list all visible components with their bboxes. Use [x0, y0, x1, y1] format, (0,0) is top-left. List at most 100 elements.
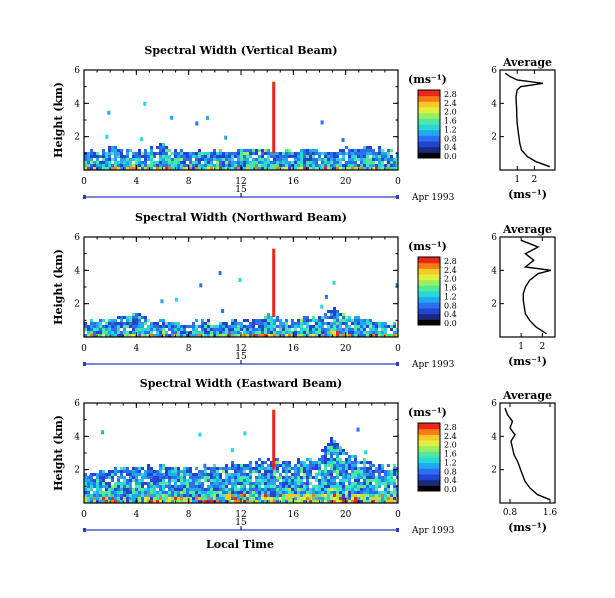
x-tick-label: 20	[340, 510, 352, 520]
average-frame	[499, 69, 556, 171]
x-tick-label: 16	[288, 510, 300, 520]
colorbar-swatch	[418, 285, 440, 292]
colorbar-swatch	[418, 268, 440, 275]
x-tick-label: 0	[81, 510, 87, 520]
colorbar-swatch	[418, 141, 440, 148]
colorbar-tick-label: 0.0	[444, 319, 457, 328]
colorbar-tick-label: 2.0	[444, 441, 457, 450]
bottom-xlabel: Local Time	[206, 538, 274, 551]
colorbar-tick-label: 2.8	[444, 257, 457, 266]
colorbar-unit: (ms⁻¹)	[408, 240, 447, 253]
colorbar-tick-label: 0.4	[444, 143, 457, 152]
colorbar-swatch	[418, 124, 440, 131]
colorbar-swatch	[418, 485, 440, 492]
average-frame	[499, 402, 556, 504]
colorbar-tick-label: 2.0	[444, 108, 457, 117]
y-axis-label: Height (km)	[52, 415, 65, 491]
colorbar-tick-label: 2.4	[444, 99, 457, 108]
colorbar-swatch	[418, 135, 440, 142]
colorbar-swatch	[418, 451, 440, 458]
x-tick-label: 8	[186, 177, 192, 187]
colorbar-swatch	[418, 274, 440, 281]
colorbar-swatch	[418, 302, 440, 309]
average-y-tick-label: 6	[491, 233, 497, 243]
colorbar-swatch	[418, 257, 440, 264]
x-tick-label: 4	[133, 344, 139, 354]
average-x-tick-label: 1	[514, 175, 520, 185]
y-axis-label: Height (km)	[52, 249, 65, 325]
x-tick-label: 12	[235, 344, 246, 354]
colorbar-swatch	[418, 95, 440, 102]
average-xlabel: (ms⁻¹)	[508, 188, 547, 201]
heatmap-cells	[84, 81, 398, 170]
x-tick-label: 16	[288, 344, 300, 354]
x-tick-label: 12	[235, 177, 246, 187]
colorbar-swatch	[418, 112, 440, 119]
x-tick-label: 4	[133, 177, 139, 187]
colorbar-swatch	[418, 129, 440, 136]
colorbar-tick-label: 0.0	[444, 485, 457, 494]
colorbar-tick-label: 0.0	[444, 152, 457, 161]
average-x-tick-label: 2	[532, 175, 538, 185]
colorbar-swatch	[418, 434, 440, 441]
y-tick-label: 2	[74, 300, 80, 310]
colorbar-swatch	[418, 90, 440, 97]
average-y-tick-label: 6	[491, 66, 497, 76]
x-tick-label: 4	[133, 510, 139, 520]
average-x-tick-label: 2	[539, 342, 545, 352]
y-tick-label: 2	[74, 133, 80, 143]
colorbar-tick-label: 2.8	[444, 423, 457, 432]
average-y-tick-label: 2	[491, 300, 497, 310]
colorbar-swatch	[418, 474, 440, 481]
date-tick-label: 15	[235, 518, 247, 528]
y-tick-label: 4	[74, 266, 80, 276]
colorbar-tick-label: 0.4	[444, 310, 457, 319]
average-x-tick-label: 1.6	[543, 508, 558, 518]
colorbar-swatch	[418, 423, 440, 430]
average-title: Average	[502, 389, 552, 402]
colorbar-swatch	[418, 428, 440, 435]
colorbar-tick-label: 1.2	[444, 292, 457, 301]
colorbar-tick-label: 2.0	[444, 275, 457, 284]
average-y-tick-label: 6	[491, 399, 497, 409]
colorbar-swatch	[418, 101, 440, 108]
spike-column	[272, 81, 276, 154]
average-xlabel: (ms⁻¹)	[508, 521, 547, 534]
colorbar-tick-label: 0.4	[444, 476, 457, 485]
y-tick-label: 6	[74, 233, 80, 243]
x-tick-label: 16	[288, 177, 300, 187]
colorbar-tick-label: 2.4	[444, 266, 457, 275]
date-label: Apr 1993	[411, 360, 455, 370]
average-profile-line	[504, 72, 551, 168]
colorbar-unit: (ms⁻¹)	[408, 73, 447, 86]
colorbar-swatch	[418, 468, 440, 475]
average-x-tick-label: 1	[518, 342, 524, 352]
y-tick-label: 4	[74, 99, 80, 109]
colorbar-swatch	[418, 279, 440, 286]
average-y-tick-label: 4	[491, 432, 497, 442]
colorbar-swatch	[418, 462, 440, 469]
panel-title: Spectral Width (Vertical Beam)	[144, 44, 337, 57]
colorbar-tick-label: 2.4	[444, 432, 457, 441]
panel-1: Spectral Width (Vertical Beam)0 4 8 12 16 20 0…	[52, 44, 556, 203]
panel-title: Spectral Width (Eastward Beam)	[140, 377, 342, 390]
colorbar-tick-label: 2.8	[444, 90, 457, 99]
heatmap-cells	[84, 248, 398, 337]
date-tick-label: 15	[235, 185, 247, 195]
colorbar-swatch	[418, 308, 440, 315]
colorbar-tick-label: 0.8	[444, 467, 457, 476]
colorbar-tick-label: 0.8	[444, 134, 457, 143]
colorbar-swatch	[418, 445, 440, 452]
average-xlabel: (ms⁻¹)	[508, 355, 547, 368]
colorbar-swatch	[418, 479, 440, 486]
y-tick-label: 4	[74, 432, 80, 442]
y-axis-label: Height (km)	[52, 82, 65, 158]
average-y-tick-label: 4	[491, 266, 497, 276]
colorbar-swatch	[418, 291, 440, 298]
colorbar-swatch	[418, 319, 440, 326]
x-tick-label: 20	[340, 177, 352, 187]
x-tick-label: 0	[81, 344, 87, 354]
spike-column	[272, 409, 276, 470]
colorbar-tick-label: 1.6	[444, 450, 457, 459]
